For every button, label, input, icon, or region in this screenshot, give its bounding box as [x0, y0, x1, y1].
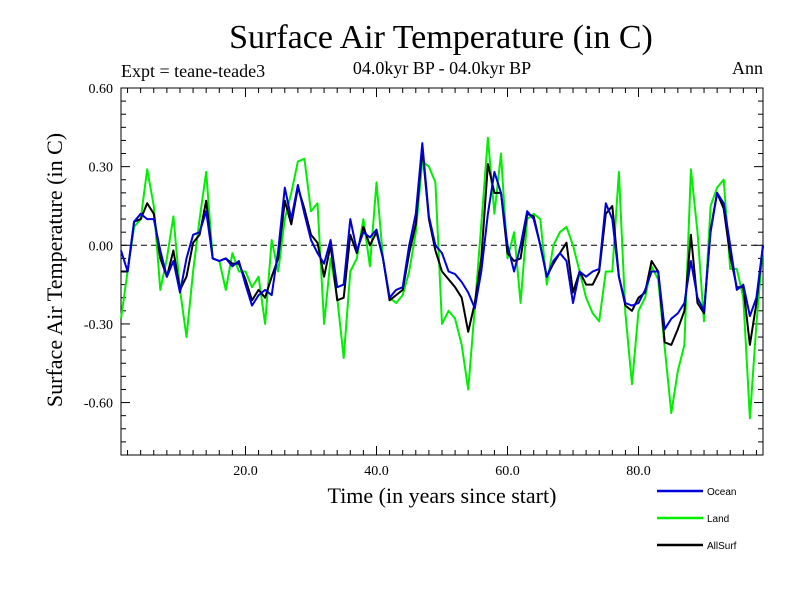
x-tick-label: 80.0	[626, 464, 651, 479]
y-tick-label: -0.30	[84, 318, 113, 333]
plot-area: 20.0 40.0 60.0 80.0 0.60 0.30 0.00 -0.30 -0.60	[84, 82, 764, 479]
y-axis-label: Surface Air Temperature (in C)	[42, 133, 67, 407]
y-tick-label: 0.30	[89, 161, 114, 176]
y-tick-label: -0.60	[84, 397, 113, 412]
series-line-ocean	[120, 142, 764, 331]
x-tick-label: 60.0	[495, 464, 520, 479]
legend-label-land: Land	[707, 514, 729, 525]
x-tick-label: 40.0	[364, 464, 389, 479]
chart-subtitle: 04.0kyr BP - 04.0kyr BP	[353, 58, 531, 78]
experiment-label: Expt = teane-teade3	[121, 61, 265, 81]
series-line-land	[120, 136, 764, 420]
legend: Ocean Land AllSurf	[657, 487, 737, 552]
x-axis-label: Time (in years since start)	[328, 483, 557, 508]
chart-title: Surface Air Temperature (in C)	[229, 19, 653, 56]
legend-label-allsurf: AllSurf	[707, 541, 737, 552]
y-tick-label: 0.00	[89, 239, 114, 254]
season-label: Ann	[732, 58, 763, 78]
x-tick-label: 20.0	[233, 464, 258, 479]
legend-label-ocean: Ocean	[707, 487, 736, 498]
y-tick-label: 0.60	[89, 82, 114, 97]
